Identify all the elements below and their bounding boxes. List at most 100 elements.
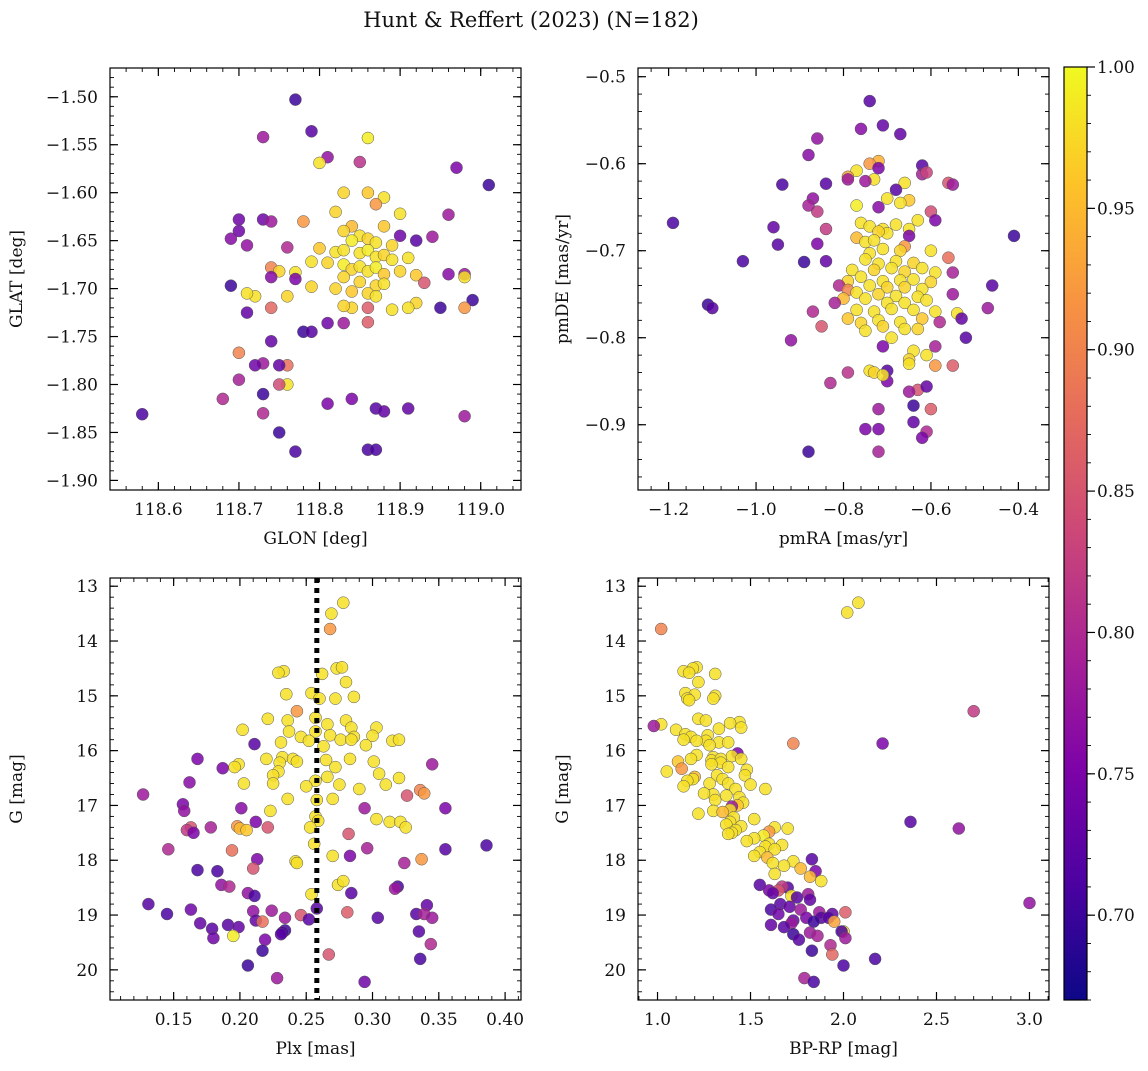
- data-point: [136, 788, 150, 801]
- data-point: [811, 237, 824, 251]
- data-point: [191, 863, 204, 877]
- data-point: [811, 205, 824, 218]
- data-point: [313, 242, 326, 255]
- data-point: [342, 827, 355, 841]
- data-point: [946, 266, 960, 279]
- y-tick-label: 16: [76, 742, 98, 762]
- data-point: [814, 874, 828, 888]
- data-point: [647, 719, 661, 733]
- data-point: [837, 959, 850, 972]
- data-point: [329, 692, 342, 705]
- data-point: [666, 216, 680, 230]
- data-point: [738, 769, 752, 782]
- data-point: [458, 409, 471, 423]
- data-point: [811, 929, 824, 943]
- data-point: [274, 927, 288, 941]
- y-tick-label: −1.55: [46, 136, 98, 156]
- data-point: [370, 812, 383, 826]
- data-point: [160, 907, 174, 921]
- data-point: [333, 778, 346, 791]
- y-tick-label: 14: [76, 632, 98, 652]
- data-point: [876, 737, 889, 750]
- data-point: [677, 733, 690, 746]
- data-point: [256, 915, 269, 928]
- data-point: [325, 607, 338, 620]
- data-point: [819, 177, 833, 190]
- data-point: [933, 315, 946, 329]
- data-point: [232, 213, 246, 226]
- y-tick-label: −0.6: [585, 155, 626, 175]
- data-point: [412, 925, 426, 938]
- data-point: [426, 230, 439, 244]
- y-axis-label: G [mag]: [553, 754, 573, 823]
- data-point: [204, 821, 218, 834]
- data-point: [802, 148, 815, 162]
- data-point: [924, 275, 938, 289]
- data-point: [249, 815, 263, 829]
- x-tick-label: −1.0: [735, 500, 776, 520]
- data-point: [705, 758, 718, 771]
- data-point: [1007, 229, 1021, 243]
- data-point: [859, 174, 872, 188]
- x-tick-label: 1.0: [644, 1010, 671, 1030]
- data-point: [802, 445, 815, 458]
- data-point: [385, 303, 399, 316]
- data-point: [684, 752, 698, 766]
- data-point: [256, 387, 270, 401]
- data-point: [703, 738, 716, 752]
- y-tick-label: −1.80: [46, 376, 98, 396]
- data-point: [734, 752, 748, 766]
- x-tick-label: 0.40: [486, 1010, 524, 1030]
- y-tick-label: 19: [604, 906, 626, 926]
- data-point: [955, 312, 968, 325]
- data-point: [232, 373, 246, 386]
- data-point: [400, 789, 414, 802]
- data-point: [880, 192, 894, 205]
- data-point: [787, 737, 800, 750]
- data-point: [854, 122, 868, 136]
- y-tick-label: −1.70: [46, 280, 98, 300]
- data-point: [321, 770, 334, 784]
- data-point: [184, 903, 198, 916]
- data-point: [863, 279, 876, 292]
- data-point: [211, 864, 224, 878]
- data-point: [302, 734, 316, 748]
- x-tick-label: 0.15: [155, 1010, 193, 1030]
- data-point: [740, 834, 754, 848]
- data-point: [747, 849, 761, 863]
- data-point: [305, 325, 318, 339]
- data-point: [872, 161, 885, 175]
- data-point: [784, 334, 798, 347]
- y-tick-label: 17: [76, 796, 98, 816]
- data-point: [885, 261, 898, 275]
- data-point: [466, 293, 479, 307]
- data-point: [227, 929, 240, 943]
- data-point: [744, 778, 757, 791]
- data-point: [850, 199, 863, 212]
- panel-pm: −1.2 −1.0 −0.8 −0.6 −0.4 −0.5 −0.6 −0.7 −0.8 −0.9…: [553, 67, 1050, 549]
- data-point: [359, 738, 373, 752]
- data-point: [240, 239, 254, 252]
- data-point: [240, 306, 254, 319]
- data-point: [281, 792, 294, 806]
- data-point: [305, 280, 318, 293]
- data-point: [258, 933, 272, 946]
- data-point: [682, 693, 696, 707]
- data-point: [442, 267, 455, 281]
- data-point: [392, 771, 406, 785]
- data-point: [439, 801, 452, 815]
- data-point: [911, 214, 925, 227]
- y-tick-label: −1.90: [46, 471, 98, 491]
- data-point: [319, 753, 333, 767]
- data-point: [806, 305, 820, 318]
- data-point: [764, 918, 778, 932]
- data-point: [321, 397, 334, 410]
- data-point: [337, 270, 350, 284]
- data-point: [345, 392, 359, 406]
- data-point: [326, 792, 339, 806]
- data-point: [369, 261, 383, 274]
- data-point: [322, 948, 336, 961]
- data-point: [341, 906, 354, 919]
- data-point: [236, 723, 249, 737]
- data-point: [337, 299, 350, 313]
